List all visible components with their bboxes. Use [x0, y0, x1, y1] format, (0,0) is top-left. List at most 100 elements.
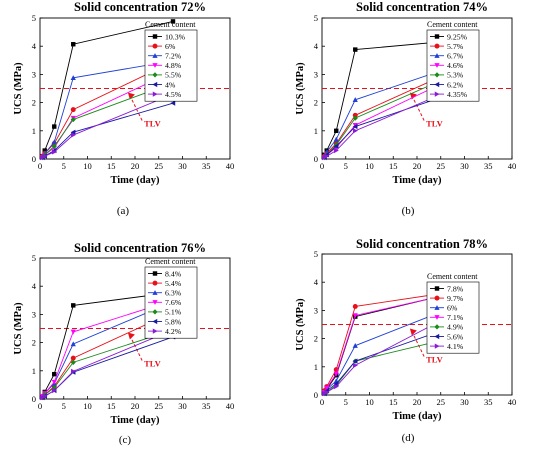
x-tick-label: 0	[320, 161, 324, 171]
x-tick-label: 5	[344, 397, 348, 407]
legend-marker	[434, 91, 440, 97]
legend-marker	[152, 34, 158, 39]
chart-panel-a: Solid concentration 72%0 5 10 15 20 25 30 35 400…	[13, 0, 234, 217]
x-tick-label: 0	[38, 161, 42, 171]
x-tick-label: 25	[437, 161, 446, 171]
data-point	[70, 116, 76, 123]
data-point	[42, 392, 48, 398]
data-point	[70, 107, 76, 113]
legend-entry: 4.35%	[447, 90, 468, 99]
legend: Cement content 10.3%6%7.2%4.8%5.5%4%4.5%	[144, 20, 198, 102]
legend-marker	[152, 91, 158, 97]
data-point	[70, 75, 76, 80]
x-tick-label: 5	[62, 401, 66, 411]
data-point	[352, 313, 358, 319]
legend-marker	[434, 34, 440, 39]
legend-entry: 5.4%	[165, 279, 182, 288]
y-tick-label: 3	[32, 69, 36, 79]
legend-entry: 4.9%	[447, 323, 464, 332]
data-point	[334, 147, 339, 154]
tlv-arrow-shaft	[129, 335, 143, 361]
x-tick-label: 15	[107, 401, 116, 411]
legend-marker	[152, 290, 158, 295]
y-axis-label: UCS (MPa)	[13, 62, 24, 115]
x-tick-label: 30	[178, 401, 187, 411]
y-tick-label: 5	[314, 13, 318, 23]
data-point	[52, 371, 57, 377]
legend-marker	[152, 300, 158, 305]
tlv-label: TLV	[144, 359, 162, 369]
x-tick-label: 0	[320, 397, 324, 407]
y-tick-label: 1	[32, 126, 36, 136]
legend-marker	[152, 280, 158, 286]
x-tick-label: 20	[413, 161, 422, 171]
x-axis-label: Time (day)	[110, 415, 160, 426]
x-axis-label: Time (day)	[392, 411, 442, 422]
y-tick-label: 5	[32, 253, 36, 263]
data-point	[71, 42, 76, 47]
data-point	[352, 97, 358, 102]
y-tick-label: 1	[314, 126, 318, 136]
x-tick-label: 35	[484, 161, 493, 171]
y-tick-label: 0	[32, 394, 36, 404]
legend-marker	[434, 53, 440, 58]
x-tick-label: 20	[131, 401, 140, 411]
data-point	[70, 329, 76, 335]
legend-entry: 5.1%	[165, 308, 182, 317]
data-point	[352, 303, 358, 309]
legend-title: Cement content	[427, 272, 478, 281]
legend: Cement content 9.25%5.7%6.7%4.6%5.3%6.2%4…	[426, 20, 480, 102]
legend-entry: 4.2%	[165, 327, 182, 336]
chart-title: Solid concentration 78%	[356, 237, 488, 251]
legend-entry: 5.7%	[447, 42, 464, 51]
x-tick-label: 35	[202, 401, 211, 411]
data-point	[333, 143, 339, 149]
chart-title: Solid concentration 76%	[74, 241, 206, 255]
legend-marker	[434, 81, 440, 88]
legend-entry: 5.6%	[447, 332, 464, 341]
legend-marker	[152, 328, 158, 334]
y-tick-label: 3	[314, 69, 318, 79]
y-tick-label: 2	[32, 338, 36, 348]
y-axis-label: UCS (MPa)	[295, 62, 306, 115]
legend-marker	[434, 72, 440, 78]
y-tick-label: 4	[32, 281, 37, 291]
series-5	[39, 100, 176, 161]
data-point	[324, 385, 330, 391]
y-tick-label: 1	[32, 366, 36, 376]
x-tick-label: 25	[437, 397, 446, 407]
data-point	[353, 128, 358, 134]
data-point	[51, 385, 57, 391]
legend-marker	[152, 53, 158, 58]
data-point	[52, 124, 57, 129]
data-point	[324, 153, 330, 159]
y-tick-label: 5	[32, 13, 36, 23]
tlv-arrow-head	[127, 92, 135, 100]
x-tick-label: 10	[83, 161, 92, 171]
tlv-arrow-head	[409, 328, 417, 336]
chart-title: Solid concentration 72%	[74, 0, 206, 14]
y-axis-label: UCS (MPa)	[295, 298, 306, 351]
y-tick-label: 3	[314, 305, 318, 315]
data-point	[42, 148, 47, 153]
data-point	[170, 19, 176, 24]
legend-title: Cement content	[145, 20, 196, 29]
x-tick-label: 5	[344, 161, 348, 171]
legend-entry: 7.2%	[165, 52, 182, 61]
data-point	[71, 132, 76, 138]
legend-marker	[434, 315, 440, 320]
data-point	[70, 355, 76, 361]
y-tick-label: 0	[314, 390, 318, 400]
legend-marker	[434, 63, 440, 68]
x-tick-label: 25	[155, 161, 164, 171]
data-point	[352, 112, 358, 118]
x-tick-label: 35	[484, 397, 493, 407]
legend-marker	[434, 305, 440, 310]
legend-entry: 6%	[165, 42, 176, 51]
legend-entry: 6.2%	[447, 80, 464, 89]
x-tick-label: 20	[413, 397, 422, 407]
x-tick-label: 10	[365, 397, 374, 407]
legend-entry: 7.8%	[447, 284, 464, 293]
data-point	[52, 149, 57, 155]
legend-entry: 6.3%	[165, 289, 182, 298]
